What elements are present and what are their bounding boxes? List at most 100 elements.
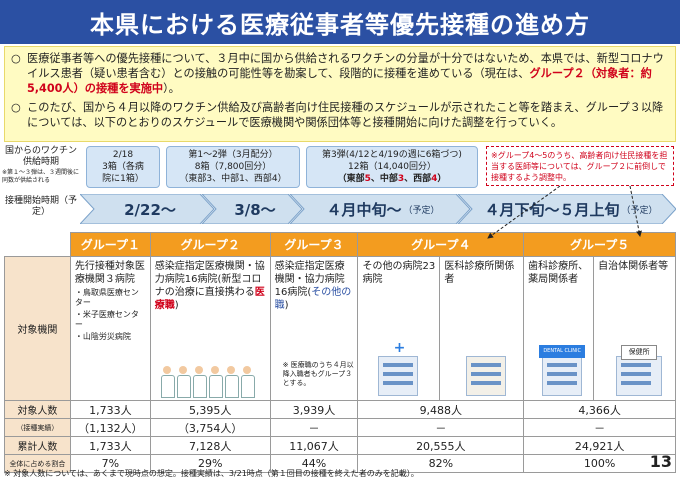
target-group-3: 3,939人	[269, 400, 359, 419]
cum-group-2: 7,128人	[149, 436, 271, 455]
table-row-institutions: 対象機関 先行接種対象医療機関３病院 ・鳥取県医療センター ・米子医療センター …	[4, 256, 676, 401]
header-corner	[4, 232, 71, 257]
clinic-building-icon	[466, 356, 507, 396]
timeline-label: 接種開始時期（予定）	[4, 196, 77, 217]
supply-box-1-line3: 院に1箱）	[102, 174, 144, 184]
timeline-start-1: 2/22～	[124, 200, 176, 219]
doctor-icon	[224, 366, 239, 398]
region-east: （東部	[337, 174, 365, 184]
group-1-institutions: 先行接種対象医療機関３病院 ・鳥取県医療センター ・米子医療センター ・山陰労災…	[69, 256, 151, 401]
supply-box-3-line2: 12箱（14,040回分）	[348, 162, 436, 172]
group-2-text: 感染症指定医療機関・協力病院16病院(新型コロナの治療に直接携わる医療職)	[155, 260, 266, 312]
health-center-icon: 保健所	[616, 345, 663, 396]
table-row-done: （接種実績） （1,132人） （3,754人） － － －	[4, 418, 676, 437]
group-5-dental-text: 歯科診療所、薬局関係者	[528, 261, 589, 285]
group-1-hospital-1: ・鳥取県医療センター	[74, 288, 139, 307]
health-center-sign: 保健所	[621, 345, 658, 360]
bullet-1-text: 医療従事者等への優先接種について、３月中に国から供給されるワクチンの分量が十分で…	[27, 52, 664, 80]
header-group-5: グループ５	[523, 232, 676, 257]
cum-group-3: 11,067人	[269, 436, 359, 455]
group-1-text: 先行接種対象医療機関３病院	[74, 261, 145, 285]
region-west-count: 4	[431, 174, 438, 184]
target-group-1: 1,733人	[69, 400, 151, 419]
supply-box-2: 第1～2弾（3月配分） 8箱（7,800回分） （東部3、中部1、西部4）	[166, 146, 300, 188]
cum-group-5: 24,921人	[523, 436, 676, 455]
group-4-clinics-text: 医科診療所関係者	[444, 261, 515, 285]
title-bar: 本県における医療従事者等優先接種の進め方	[0, 0, 680, 44]
timeline-start-3-planned: （予定）	[403, 205, 440, 216]
ratio-group-5: 100%	[523, 454, 676, 473]
vaccination-schedule-table: グループ１ グループ２ グループ３ グループ４ グループ５ 対象機関 先行接種対…	[4, 232, 676, 473]
supply-box-1: 2/18 3箱（各病 院に1箱）	[86, 146, 160, 188]
bullet-text: 医療従事者等への優先接種について、３月中に国から供給されるワクチンの分量が十分で…	[27, 51, 669, 96]
region-close: ）	[437, 174, 447, 184]
group-3-text-main: 感染症指定医療機関・協力病院16病院(	[274, 261, 345, 298]
supply-box-1-line2: 3箱（各病	[102, 162, 144, 172]
hospital-icon: +	[378, 341, 419, 396]
timeline-start-4-planned: （予定）	[621, 205, 658, 216]
bullet-mark: ○	[11, 52, 21, 65]
region-east-count: 5	[364, 174, 371, 184]
timeline-start-3-text: ４月中旬～	[326, 200, 402, 219]
bullet-1-tail: ）。	[163, 82, 180, 95]
header-group-1: グループ１	[69, 232, 151, 257]
nurse-icon	[208, 366, 223, 398]
supply-note: ※第１～３弾は、３週間後に同数が供給される	[2, 169, 80, 184]
group-3-text-close: )	[284, 300, 289, 311]
supply-box-3-line1: 第3弾(4/12と4/19の週に6箱づつ)	[322, 150, 462, 160]
header-group-4: グループ４	[357, 232, 525, 257]
supply-box-2-line2: 8箱（7,800回分）	[194, 162, 272, 172]
region-middle-count: 3	[397, 174, 405, 184]
done-group-2: （3,754人）	[149, 418, 271, 437]
row-label-cumulative: 累計人数	[4, 436, 71, 455]
ratio-group-3: 44%	[269, 454, 359, 473]
clinic-illustration	[446, 344, 517, 396]
group-3-other-staff: その他の職	[274, 287, 352, 311]
group-3-institutions: 感染症指定医療機関・協力病院16病院(その他の職) ※ 医療職のうち４月以降入職…	[269, 256, 359, 401]
cum-group-4: 20,555人	[357, 436, 525, 455]
dental-clinic-sign: DENTAL CLINIC	[539, 345, 586, 358]
group-1-hospital-3: ・山陰労災病院	[74, 332, 131, 341]
group-5-municipal: 自治体関係者等 保健所	[593, 256, 676, 401]
group-4-hospitals-text: その他の病院23病院	[362, 261, 436, 285]
group-4-clinics: 医科診療所関係者	[439, 256, 525, 401]
doctor-icon	[160, 366, 175, 398]
region-west: 、西部	[404, 174, 432, 184]
row-label-institutions: 対象機関	[4, 256, 71, 401]
done-group-5: －	[523, 418, 676, 437]
dental-clinic-icon: DENTAL CLINIC	[539, 345, 586, 396]
row-label-ratio: 全体に占める割合	[4, 454, 71, 473]
target-group-4: 9,488人	[357, 400, 525, 419]
ratio-group-1: 7%	[69, 454, 151, 473]
health-center-illustration: 保健所	[600, 344, 669, 396]
group-2-text-close: )	[174, 300, 179, 311]
target-group-2: 5,395人	[149, 400, 271, 419]
group-5-dental: 歯科診療所、薬局関係者 DENTAL CLINIC	[523, 256, 595, 401]
done-group-4: －	[357, 418, 525, 437]
region-middle: 、中部	[370, 174, 398, 184]
table-row-ratio: 全体に占める割合 7% 29% 44% 82% 100%	[4, 454, 676, 473]
bullet-mark: ○	[11, 101, 21, 114]
page-number: 13	[649, 452, 672, 471]
supply-box-2-line1: 第1～2弾（3月配分）	[188, 150, 278, 160]
timeline-start-4: ４月下旬～５月上旬 （予定）	[468, 194, 674, 224]
header-group-2: グループ２	[149, 232, 271, 257]
nurse-icon	[240, 366, 255, 398]
row-label-target: 対象人数	[4, 400, 71, 419]
group-2-text-main: 感染症指定医療機関・協力病院16病院(新型コロナの治療に直接携わる	[154, 261, 265, 298]
target-group-5: 4,366人	[523, 400, 676, 419]
done-group-3: －	[269, 418, 359, 437]
group-1-hospital-2: ・米子医療センター	[74, 310, 139, 329]
bullet-1: ○ 医療従事者等への優先接種について、３月中に国から供給されるワクチンの分量が十…	[11, 51, 669, 96]
timeline-start-2: 3/8～	[234, 200, 276, 219]
ratio-group-2: 29%	[149, 454, 271, 473]
done-group-1: （1,132人）	[69, 418, 151, 437]
table-row-target: 対象人数 1,733人 5,395人 3,939人 9,488人 4,366人	[4, 400, 676, 419]
timeline-start-4-text: ４月下旬～５月上旬	[484, 200, 620, 219]
group-2-institutions: 感染症指定医療機関・協力病院16病院(新型コロナの治療に直接携わる医療職)	[149, 256, 271, 401]
supply-box-1-line1: 2/18	[112, 150, 134, 160]
supply-box-3-line3: （東部5、中部3、西部4）	[307, 173, 477, 185]
medical-staff-illustration	[157, 344, 264, 398]
priority-note-box: ※グループ4～5のうち、高齢者向け住民接種を担当する医師等については、グループ２…	[486, 146, 674, 186]
cross-icon: +	[393, 340, 406, 356]
